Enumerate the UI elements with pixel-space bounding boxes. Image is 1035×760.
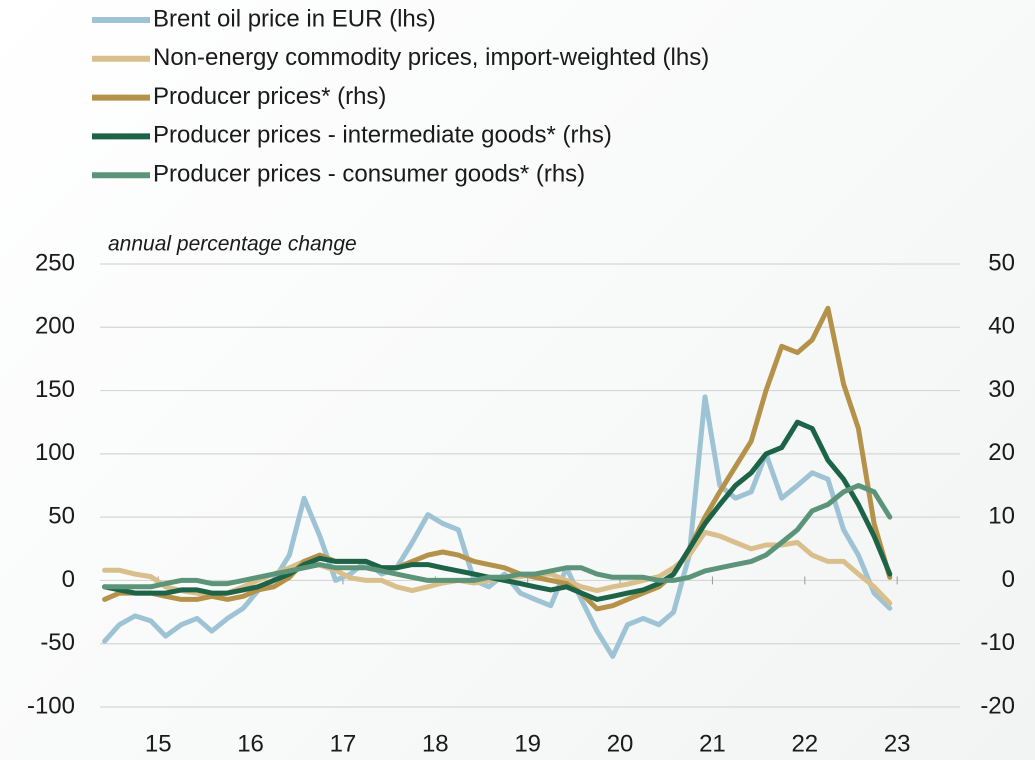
legend-label: Producer prices - intermediate goods* (r… [153,122,612,149]
x-tick-label: 21 [699,730,726,757]
y-tick-label: -100 [27,692,75,719]
y-tick-label: 100 [35,439,75,466]
y-tick-label: 250 [35,249,75,276]
x-tick-label: 20 [607,730,634,757]
series-line [102,394,893,659]
y2-tick-label: 0 [1002,566,1015,593]
y2-tick-label: 10 [988,502,1015,529]
legend-label: Brent oil price in EUR (lhs) [153,5,436,32]
y2-tick-label: -10 [980,629,1015,656]
legend-label: Producer prices - consumer goods* (rhs) [153,161,585,188]
y-tick-label: 50 [48,502,75,529]
series-line [102,483,893,590]
legend-label: Producer prices* (rhs) [153,83,386,110]
y-tick-label: 150 [35,376,75,403]
y2-tick-label: 20 [988,439,1015,466]
legend-label: Non-energy commodity prices, import-weig… [153,44,709,71]
x-tick-label: 15 [145,730,172,757]
y2-tick-label: 50 [988,249,1015,276]
x-tick-label: 19 [514,730,541,757]
x-tick-label: 17 [330,730,357,757]
y2-tick-label: 30 [988,376,1015,403]
y-tick-label: 0 [62,566,75,593]
x-tick-label: 16 [237,730,264,757]
series-line [102,419,893,602]
y-tick-label: -50 [40,629,75,656]
y2-tick-label: -20 [980,692,1015,719]
series-line [102,305,893,612]
annotation: annual percentage change [108,233,357,256]
y-tick-label: 200 [35,313,75,340]
x-tick-label: 22 [791,730,818,757]
x-tick-label: 18 [422,730,449,757]
y2-tick-label: 40 [988,313,1015,340]
x-tick-label: 23 [884,730,911,757]
